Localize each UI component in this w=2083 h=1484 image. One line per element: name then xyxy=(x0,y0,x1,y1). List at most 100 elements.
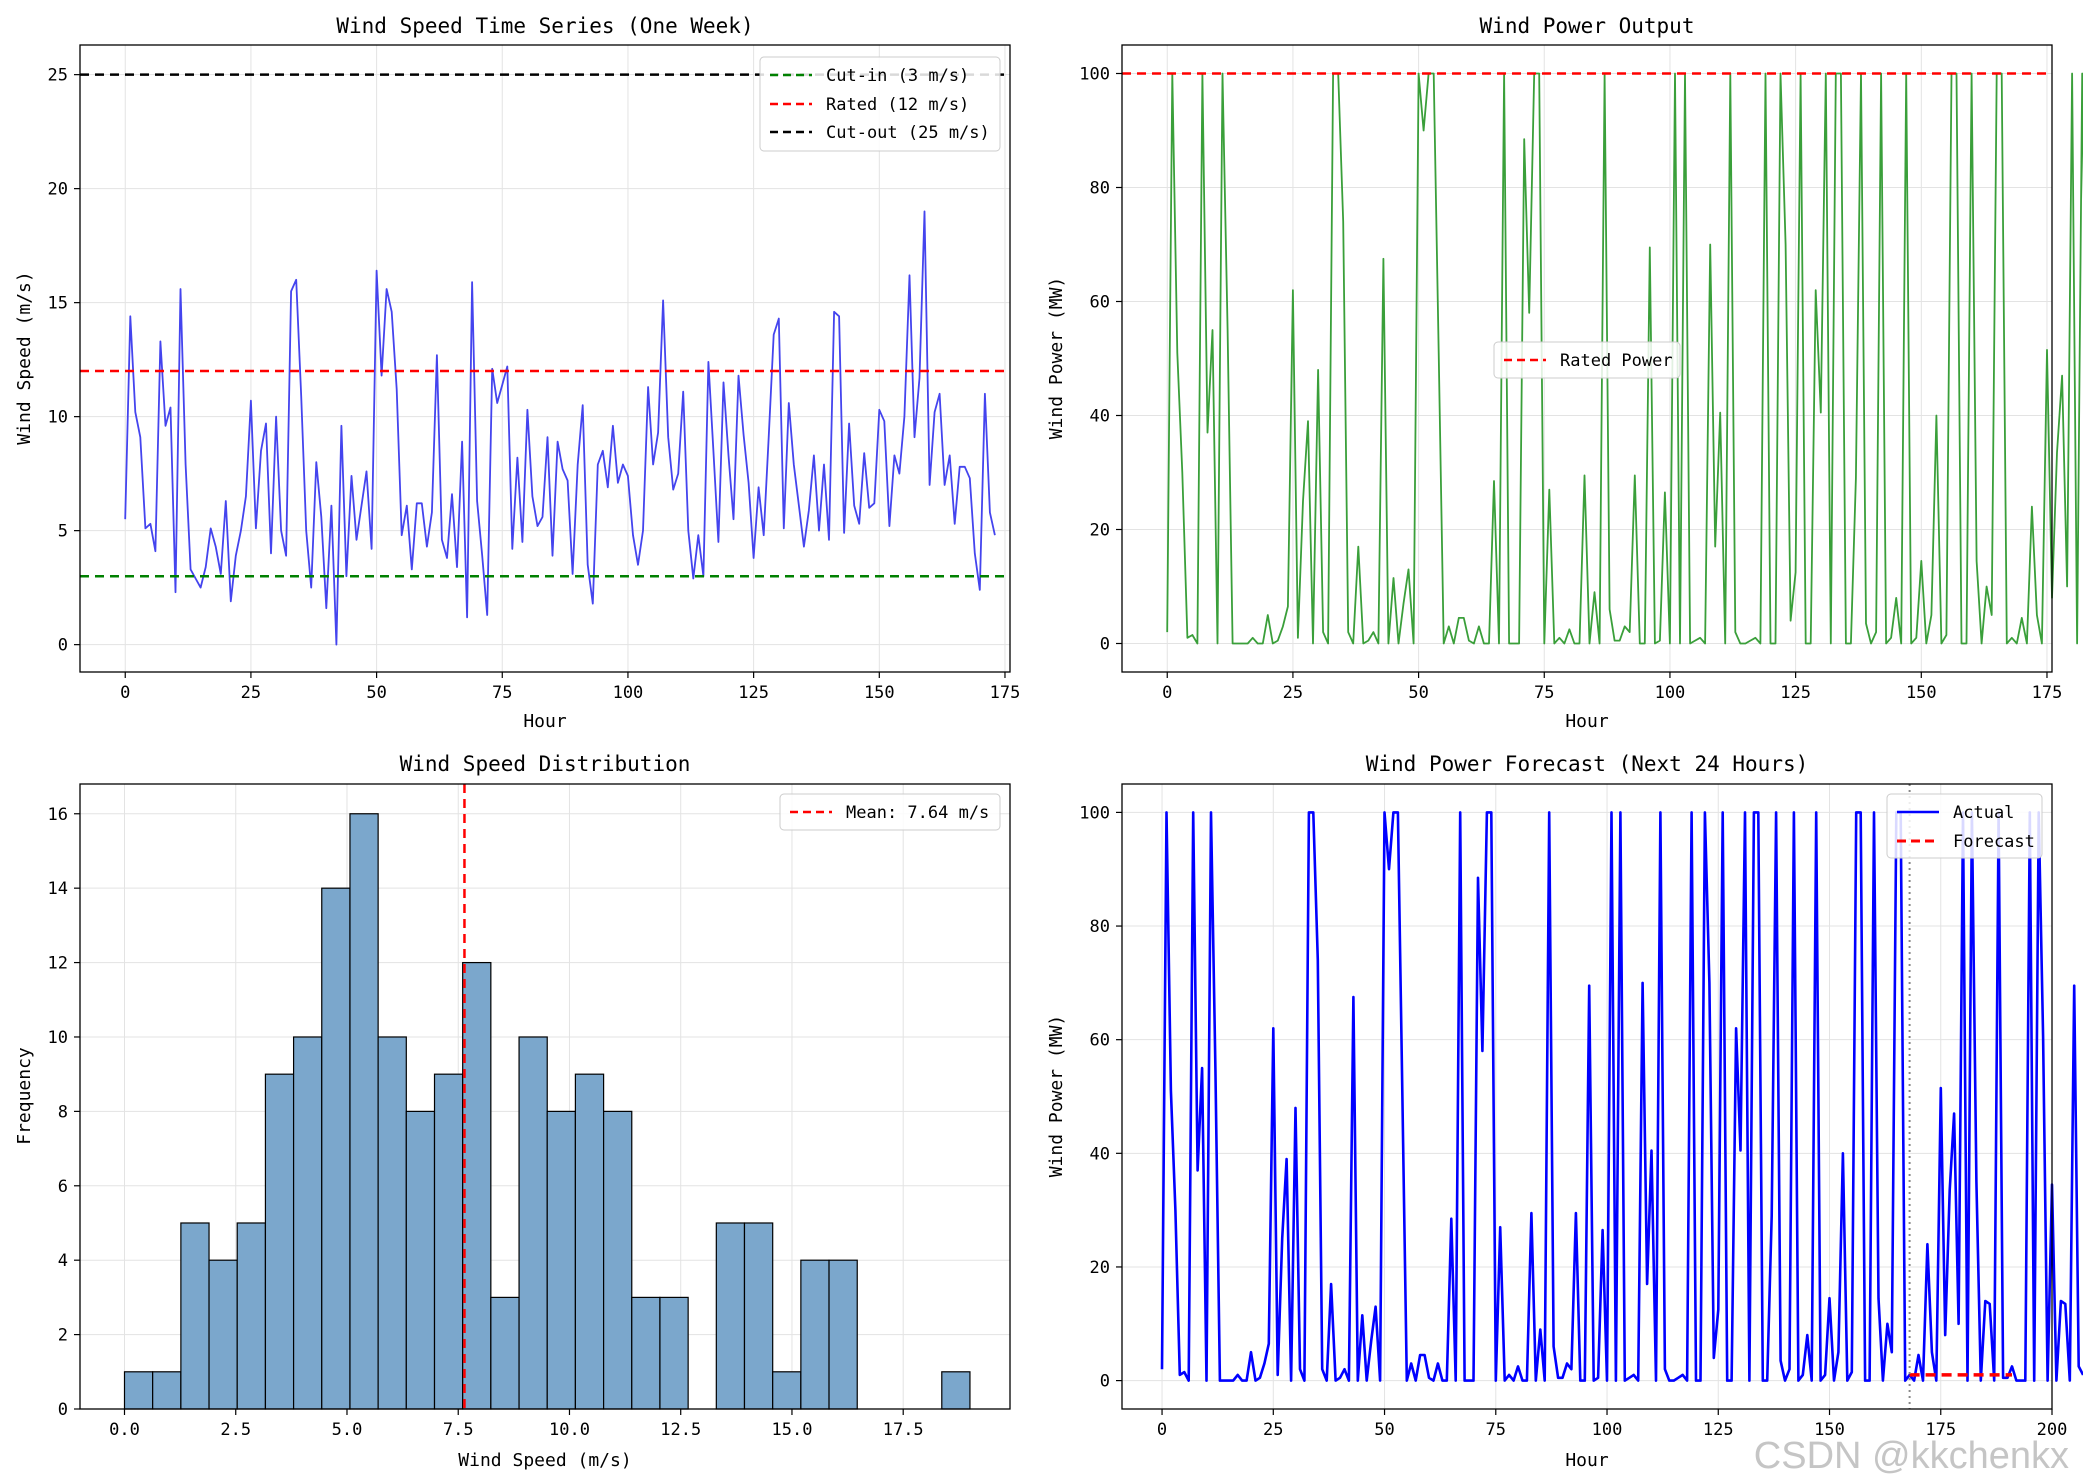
y-tick-label: 10 xyxy=(48,1028,68,1048)
x-tick-label: 125 xyxy=(1703,1420,1734,1440)
histogram-bar xyxy=(631,1296,661,1410)
y-axis-label: Frequency xyxy=(14,1047,35,1145)
histogram-bar xyxy=(236,1222,267,1410)
plot-frame xyxy=(1121,783,2053,1410)
x-tick-label: 5.0 xyxy=(332,1420,363,1440)
x-axis-label: Wind Speed (m/s) xyxy=(458,1450,631,1471)
y-tick-label: 0 xyxy=(58,636,68,656)
x-tick-label: 175 xyxy=(990,683,1021,703)
distribution-panel: Wind Speed Distribution 0.0 2.5 5.0 7.5 10.0… xyxy=(14,752,1011,1471)
y-tick-label: 100 xyxy=(1079,803,1110,823)
x-tick-label: 50 xyxy=(1408,683,1428,703)
plot-frame xyxy=(1121,44,2053,673)
y-tick-label: 0 xyxy=(1100,635,1110,655)
y-tick-label: 12 xyxy=(48,954,68,974)
x-tick-label: 100 xyxy=(613,683,644,703)
x-tick-label: 17.5 xyxy=(883,1420,924,1440)
histogram-bar xyxy=(941,1371,971,1410)
x-tick-label: 50 xyxy=(1374,1420,1394,1440)
y-tick-label: 100 xyxy=(1079,65,1110,85)
x-tick-label: 25 xyxy=(1283,683,1303,703)
x-axis-label: Hour xyxy=(523,711,567,732)
legend: Cut-in (3 m/s) Rated (12 m/s) Cut-out (2… xyxy=(759,56,1001,152)
histogram-bar xyxy=(518,1036,548,1410)
forecast-panel: Wind Power Forecast (Next 24 Hours) 0 25 5… xyxy=(1046,752,2083,1471)
legend: Actual Forecast xyxy=(1886,793,2043,859)
x-tick-label: 125 xyxy=(1780,683,1811,703)
histogram-bar xyxy=(490,1296,520,1410)
x-tick-label: 75 xyxy=(1534,683,1554,703)
histogram-bar xyxy=(828,1259,858,1410)
x-tick-label: 125 xyxy=(738,683,769,703)
x-tick-label: 25 xyxy=(241,683,261,703)
histogram-bar xyxy=(574,1073,605,1410)
histogram-bar xyxy=(743,1222,774,1410)
histogram-bar xyxy=(208,1259,238,1410)
x-tick-label: 100 xyxy=(1592,1420,1623,1440)
histogram-bar xyxy=(292,1036,323,1410)
x-tick-label: 0 xyxy=(120,683,130,703)
wind-speed-panel: Wind Speed Time Series (One Week) 0 25 50 7… xyxy=(14,14,1020,732)
wind-power-panel: Wind Power Output 0 25 50 75 100 125 150 175 0 20… xyxy=(1046,14,2083,732)
legend-label-rated: Rated (12 m/s) xyxy=(826,95,969,115)
x-tick-label: 150 xyxy=(1814,1420,1845,1440)
histogram-bar xyxy=(800,1259,830,1410)
watermark: CSDN @kkchenkx xyxy=(1753,1435,2069,1477)
plot-frame xyxy=(79,783,1011,1410)
y-tick-label: 20 xyxy=(48,180,68,200)
actual-line xyxy=(1160,811,2083,1382)
y-tick-label: 40 xyxy=(1090,407,1110,427)
y-tick-label: 10 xyxy=(48,408,68,428)
histogram-bar xyxy=(772,1371,802,1410)
y-axis-label: Wind Power (MW) xyxy=(1046,1015,1067,1178)
y-tick-label: 6 xyxy=(58,1177,68,1197)
legend-box xyxy=(759,56,1001,152)
legend-box xyxy=(1493,341,1681,379)
y-tick-label: 14 xyxy=(48,879,68,899)
x-tick-label: 100 xyxy=(1655,683,1686,703)
y-tick-label: 20 xyxy=(1090,1258,1110,1278)
x-tick-label: 175 xyxy=(1925,1420,1956,1440)
histogram-bar xyxy=(123,1371,154,1410)
y-tick-label: 80 xyxy=(1090,179,1110,199)
wind-power-line xyxy=(1166,72,2083,645)
y-tick-label: 4 xyxy=(58,1251,68,1271)
y-tick-label: 40 xyxy=(1090,1144,1110,1164)
panel-title: Wind Speed Distribution xyxy=(400,752,691,776)
y-tick-label: 8 xyxy=(58,1102,68,1122)
x-tick-label: 200 xyxy=(2037,1420,2068,1440)
histogram-bar xyxy=(546,1110,576,1410)
y-tick-label: 60 xyxy=(1090,1031,1110,1051)
legend: Mean: 7.64 m/s xyxy=(779,793,1001,831)
y-tick-label: 80 xyxy=(1090,917,1110,937)
legend-label-rated-power: Rated Power xyxy=(1560,351,1673,371)
x-axis-label: Hour xyxy=(1565,711,1609,732)
x-tick-label: 10.0 xyxy=(549,1420,590,1440)
x-tick-label: 15.0 xyxy=(771,1420,812,1440)
histogram-bar xyxy=(152,1371,182,1410)
legend: Rated Power xyxy=(1493,341,1681,379)
x-axis-label: Hour xyxy=(1565,1450,1609,1471)
histogram-bar xyxy=(349,813,379,1410)
y-tick-label: 0 xyxy=(1100,1372,1110,1392)
histogram-bar xyxy=(377,1036,407,1410)
panel-title: Wind Speed Time Series (One Week) xyxy=(336,14,753,38)
histogram-bar xyxy=(264,1073,295,1410)
legend-box xyxy=(779,793,1001,831)
y-tick-label: 20 xyxy=(1090,521,1110,541)
x-tick-label: 25 xyxy=(1263,1420,1283,1440)
legend-label-actual: Actual xyxy=(1953,803,2014,823)
y-tick-label: 5 xyxy=(58,522,68,542)
x-tick-label: 75 xyxy=(1486,1420,1506,1440)
y-tick-label: 16 xyxy=(48,805,68,825)
legend-label-forecast: Forecast xyxy=(1953,832,2035,852)
y-tick-label: 0 xyxy=(58,1400,68,1420)
panel-title: Wind Power Output xyxy=(1480,14,1695,38)
plot-frame xyxy=(79,44,1011,673)
legend-label-cut-out: Cut-out (25 m/s) xyxy=(826,123,990,143)
histogram-bar xyxy=(603,1110,633,1410)
x-tick-label: 50 xyxy=(366,683,386,703)
panel-title: Wind Power Forecast (Next 24 Hours) xyxy=(1366,752,1809,776)
histogram-bar xyxy=(715,1222,746,1410)
